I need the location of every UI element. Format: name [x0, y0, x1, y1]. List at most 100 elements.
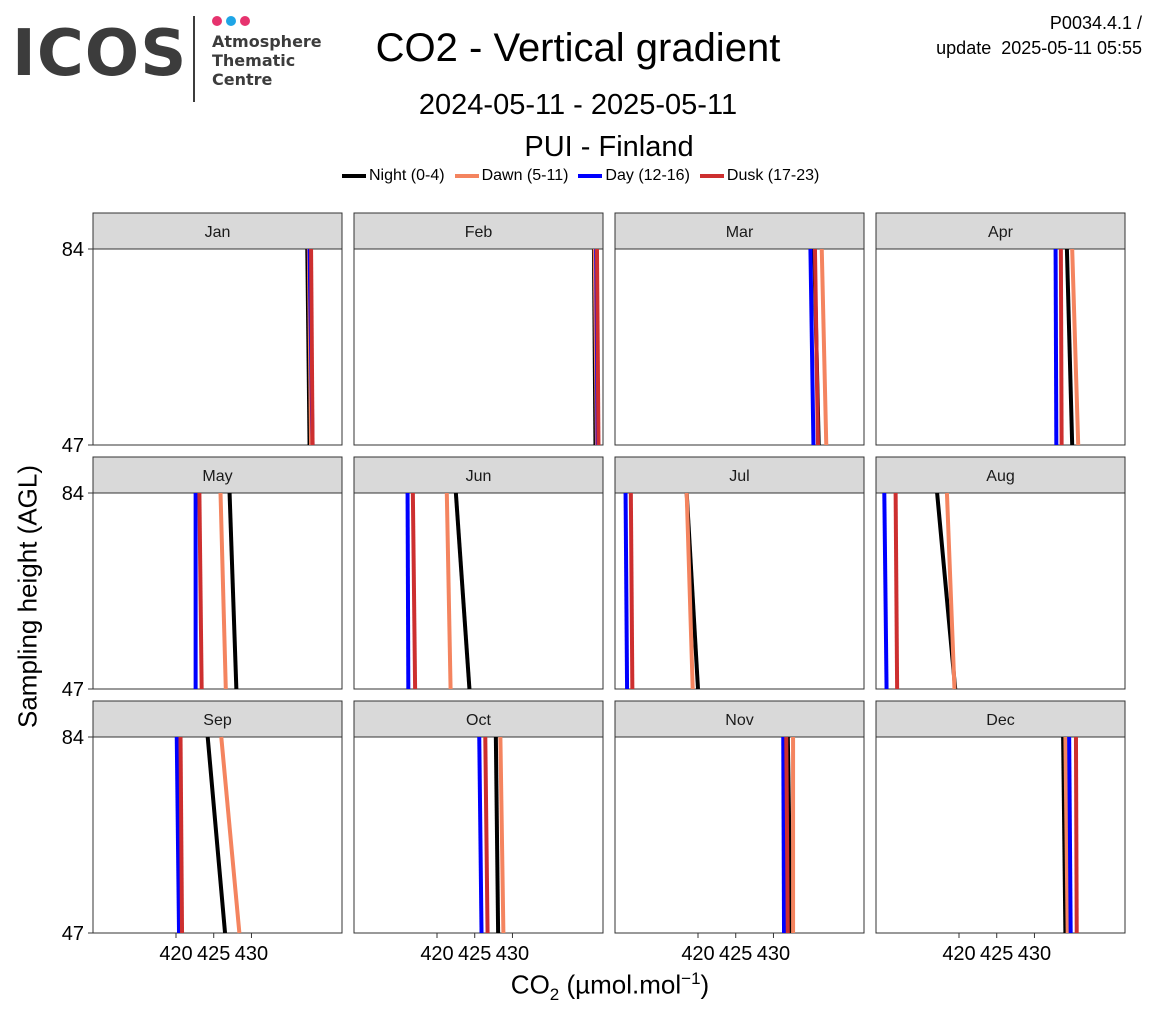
panel-plot-box	[92, 248, 343, 446]
legend-label: Night (0-4)	[369, 167, 445, 184]
panel-plot-box	[614, 736, 865, 934]
y-tick-label: 47	[62, 923, 84, 945]
panel-strip-label: Jun	[466, 468, 492, 485]
legend-label: Dawn (5-11)	[481, 167, 569, 184]
panel-strip-label: Feb	[465, 224, 493, 241]
x-tick-label: 425	[197, 943, 230, 965]
series-line	[684, 492, 695, 690]
series-line	[1067, 736, 1073, 934]
series-line	[227, 492, 239, 690]
x-tick-label: 430	[496, 943, 529, 965]
panel-strip-label: Mar	[726, 224, 754, 241]
update-timestamp: update 2025-05-11 05:55	[936, 38, 1142, 58]
x-tick-label: 425	[719, 943, 752, 965]
series-line	[410, 492, 418, 690]
x-tick-label: 420	[681, 943, 714, 965]
logo-dot	[240, 16, 250, 26]
series-line	[218, 492, 228, 690]
x-tick-label: 425	[458, 943, 491, 965]
series-line	[944, 492, 957, 690]
x-axis-label-close: )	[700, 969, 710, 1000]
series-line	[882, 492, 889, 690]
x-tick-label: 430	[1018, 943, 1051, 965]
series-line	[219, 736, 242, 934]
y-tick-label: 84	[62, 239, 84, 261]
panel-strip-label: Sep	[203, 712, 232, 729]
panel-strip-label: Aug	[986, 468, 1014, 485]
legend-swatch	[699, 174, 724, 178]
panel-plot-box	[875, 736, 1126, 934]
logo-dot	[212, 16, 222, 26]
legend-item: Dusk (17-23)	[699, 167, 820, 185]
date-range: 2024-05-11 - 2025-05-11	[418, 89, 738, 121]
series-line	[812, 248, 820, 446]
panel-strip	[92, 700, 343, 738]
panel-plot-box	[92, 492, 343, 690]
legend: Night (0-4) Dawn (5-11) Day (12-16) Dusk (1…	[342, 166, 829, 186]
panel-strip-label: Dec	[986, 712, 1014, 729]
panel-strip-label: Apr	[988, 224, 1014, 241]
series-line	[594, 248, 601, 446]
y-tick-label: 84	[62, 483, 84, 505]
legend-swatch	[454, 174, 479, 178]
panel-plot-box	[353, 492, 604, 690]
panel-strip-label: Jan	[205, 224, 231, 241]
legend-item: Dawn (5-11)	[454, 167, 569, 185]
series-line	[628, 492, 635, 690]
x-tick-label: 420	[420, 943, 453, 965]
x-tick-label: 430	[757, 943, 790, 965]
logo-divider	[193, 16, 195, 102]
y-axis-label-text: Sampling height (AGL)	[12, 464, 43, 729]
x-tick-label: 430	[235, 943, 268, 965]
panel-strip	[353, 212, 604, 250]
panel-strip-label: Nov	[725, 712, 753, 729]
y-tick-label: 84	[62, 727, 84, 749]
series-line	[819, 248, 829, 446]
station-name: PUI - Finland	[524, 131, 694, 163]
legend-swatch	[578, 174, 603, 178]
series-line	[808, 248, 816, 446]
product-code: P0034.4.1 /	[1049, 13, 1142, 33]
icos-logo-text: ICOS	[12, 17, 188, 91]
x-tick-label: 420	[159, 943, 192, 965]
series-line	[178, 736, 185, 934]
y-tick-label: 47	[62, 679, 84, 701]
series-line	[174, 736, 182, 934]
panel-strip	[92, 456, 343, 494]
x-tick-label: 425	[980, 943, 1013, 965]
panel-plot-box	[353, 248, 604, 446]
panel-plot-box	[875, 492, 1126, 690]
series-line	[784, 736, 790, 934]
series-line	[477, 736, 484, 934]
legend-swatch	[342, 174, 366, 178]
series-line	[1063, 736, 1070, 934]
panel-strip	[92, 212, 343, 250]
panel-strip	[875, 212, 1126, 250]
x-axis-label-main: CO	[510, 969, 550, 1000]
x-axis-label-unit: (µmol.mol	[559, 969, 682, 1000]
series-line	[1070, 248, 1081, 446]
panel-strip	[614, 700, 865, 738]
panel-strip-label: May	[202, 468, 232, 485]
legend-label: Day (12-16)	[605, 167, 690, 184]
logo-line-thematic: Thematic	[212, 51, 296, 70]
series-line	[197, 492, 204, 690]
panel-strip	[614, 212, 865, 250]
panel-strip-label: Oct	[466, 712, 491, 729]
series-line	[483, 736, 490, 934]
panel-plot-box	[875, 248, 1126, 446]
legend-label: Dusk (17-23)	[726, 167, 820, 184]
series-line	[205, 736, 228, 934]
panel-plot-box	[614, 492, 865, 690]
x-axis-label-sub: 2	[549, 984, 560, 1004]
series-line	[498, 736, 506, 934]
legend-item: Day (12-16)	[578, 167, 690, 185]
panel-strip	[614, 456, 865, 494]
chart-title: CO2 - Vertical gradient	[375, 26, 781, 70]
x-axis-label: CO2 (µmol.mol−1)	[460, 970, 760, 1003]
x-tick-label: 420	[942, 943, 975, 965]
series-line	[1073, 736, 1079, 934]
series-line	[1053, 248, 1059, 446]
series-line	[444, 492, 453, 690]
